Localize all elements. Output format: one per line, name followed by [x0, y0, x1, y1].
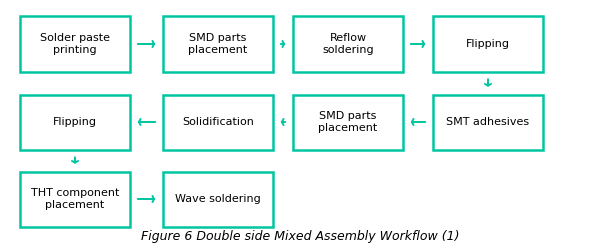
FancyBboxPatch shape [433, 16, 543, 71]
FancyBboxPatch shape [20, 95, 130, 149]
Text: Reflow
soldering: Reflow soldering [322, 33, 374, 55]
Text: Solidification: Solidification [182, 117, 254, 127]
Text: Wave soldering: Wave soldering [175, 194, 261, 204]
Text: SMD parts
placement: SMD parts placement [319, 111, 377, 133]
FancyBboxPatch shape [433, 95, 543, 149]
Text: Figure 6 Double side Mixed Assembly Workflow (1): Figure 6 Double side Mixed Assembly Work… [141, 230, 459, 243]
FancyBboxPatch shape [293, 16, 403, 71]
FancyBboxPatch shape [20, 172, 130, 227]
Text: SMD parts
placement: SMD parts placement [188, 33, 248, 55]
FancyBboxPatch shape [163, 95, 273, 149]
Text: THT component
placement: THT component placement [31, 188, 119, 210]
Text: Flipping: Flipping [466, 39, 510, 49]
FancyBboxPatch shape [20, 16, 130, 71]
FancyBboxPatch shape [163, 16, 273, 71]
Text: Flipping: Flipping [53, 117, 97, 127]
Text: Solder paste
printing: Solder paste printing [40, 33, 110, 55]
FancyBboxPatch shape [163, 172, 273, 227]
FancyBboxPatch shape [293, 95, 403, 149]
Text: SMT adhesives: SMT adhesives [446, 117, 530, 127]
